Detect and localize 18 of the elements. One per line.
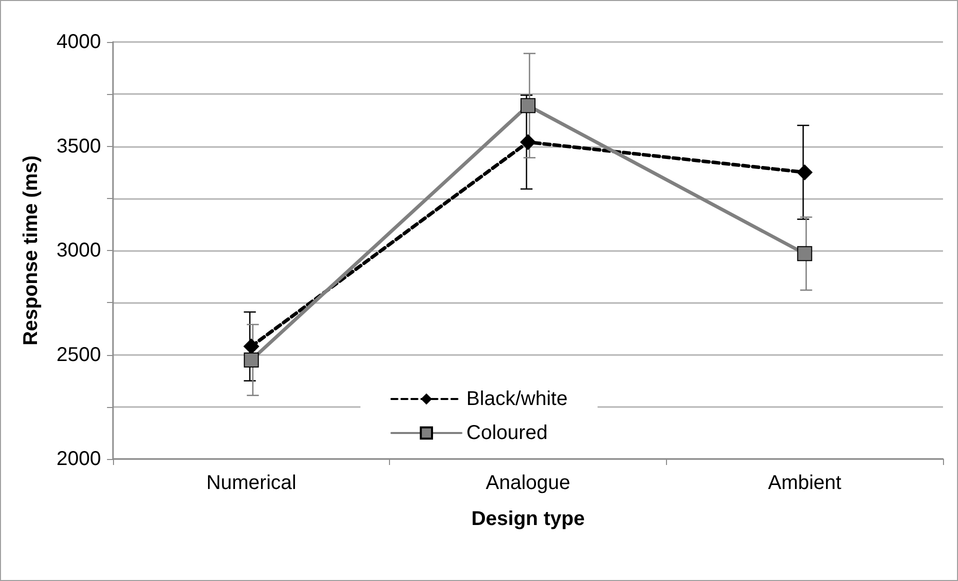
point (244, 352, 259, 368)
y-tick-label: 3500 (56, 135, 101, 158)
point (243, 338, 260, 354)
legend-label: Coloured (466, 422, 548, 444)
y-tick-label: 4000 (56, 31, 101, 53)
y-tick-label: 2000 (56, 448, 101, 470)
y-tick-label: 3000 (56, 240, 101, 262)
x-tick-label: Ambient (768, 472, 842, 494)
y-tick-label: 2500 (56, 344, 101, 366)
x-tick-label: Analogue (486, 472, 570, 494)
x-tick-label: Numerical (206, 472, 296, 494)
point (796, 164, 813, 180)
x-axis-title: Design type (471, 508, 585, 530)
point (520, 134, 536, 150)
point (520, 98, 536, 114)
y-axis-title: Response time (ms) (20, 155, 42, 346)
legend-label: Black/white (466, 388, 568, 410)
point (797, 246, 812, 262)
